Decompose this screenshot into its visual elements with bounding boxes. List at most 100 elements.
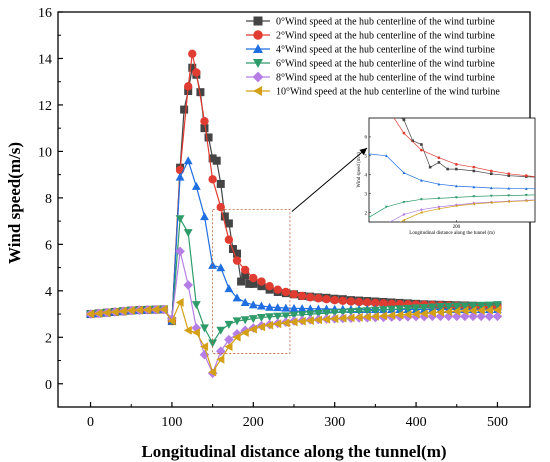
inset-point-5-6: [454, 204, 458, 208]
inset-point-5-10: [524, 199, 528, 203]
series-point-1-15: [200, 117, 209, 126]
series-point-1-18: [224, 235, 234, 244]
series-point-1-27: [297, 291, 307, 301]
series-point-1-36: [371, 298, 380, 308]
legend-label-1: 2°Wind speed at the hub centerline of th…: [276, 31, 495, 42]
series-point-2-15: [208, 260, 218, 269]
series-point-3-42: [427, 303, 437, 312]
series-point-1-22: [257, 277, 266, 286]
series-point-3-41: [419, 303, 429, 312]
series-point-0-20: [212, 156, 221, 165]
series-point-5-12: [183, 325, 192, 335]
series-point-5-29: [322, 315, 331, 324]
series-point-2-17: [224, 284, 234, 293]
series-point-5-41: [419, 309, 428, 318]
zoom-region-box: [212, 209, 291, 354]
series-point-5-9: [159, 305, 168, 314]
legend-item-5: 10°Wind speed at the hub centerline of t…: [246, 86, 500, 98]
series-point-1-17: [216, 202, 225, 212]
series-point-3-38: [395, 305, 405, 314]
series-point-5-8: [151, 305, 160, 315]
series-point-4-45: [451, 311, 462, 322]
inset-point-5-4: [419, 211, 423, 214]
series-point-4-40: [411, 311, 421, 322]
x-tick-label-0: 0: [87, 415, 94, 430]
inset-point-5-9: [507, 200, 510, 204]
inset-point-3-6: [454, 196, 458, 199]
inset-point-3-10: [524, 193, 528, 197]
y-tick-label-7: 14: [38, 52, 52, 67]
y-tick-label-0: 0: [45, 378, 52, 393]
inset-point-0-11: [446, 167, 449, 171]
series-point-0-30: [257, 282, 266, 291]
series-point-3-17: [224, 320, 234, 329]
y-tick-label-1: 2: [45, 331, 52, 346]
series-point-0-23: [224, 219, 233, 228]
y-tick-label-4: 8: [45, 192, 52, 207]
series-point-0-27: [241, 271, 250, 280]
series-point-2-22: [265, 302, 274, 311]
inset-line-4: [389, 199, 535, 222]
series-point-5-14: [200, 342, 209, 351]
series-point-5-35: [370, 311, 379, 321]
inset-x-axis-title: Longitudinal distance along the tunnel (…: [409, 231, 495, 236]
inset-point-2-8: [489, 186, 493, 190]
series-point-3-19: [240, 316, 250, 325]
series-point-5-11: [175, 298, 184, 307]
series-point-3-34: [362, 307, 372, 316]
series-point-5-50: [493, 305, 502, 315]
y-tick-label-3: 6: [45, 238, 52, 253]
series-point-1-23: [265, 281, 274, 291]
series-point-5-49: [484, 305, 493, 315]
inset-point-1-10: [524, 174, 528, 178]
series-point-5-48: [476, 305, 485, 315]
series-point-5-3: [110, 307, 119, 317]
inset-line-1: [393, 118, 535, 178]
series-point-2-16: [216, 263, 226, 272]
series-point-0-22: [220, 212, 229, 221]
inset-line-2: [369, 153, 535, 190]
inset-point-2-10: [524, 187, 528, 190]
series-point-3-23: [273, 312, 283, 321]
inset-point-3-5: [437, 197, 441, 200]
series-point-3-37: [387, 305, 397, 314]
inset-y-tick-label-4: 6: [365, 136, 368, 141]
series-point-2-20: [248, 300, 258, 309]
series-point-4-50: [492, 311, 503, 322]
series-point-3-24: [281, 312, 291, 321]
series-point-1-25: [281, 287, 291, 297]
series-point-3-50: [493, 301, 502, 310]
inset-point-3-4: [419, 198, 423, 201]
series-point-2-19: [240, 298, 250, 307]
series-point-3-20: [248, 315, 258, 324]
series-point-5-10: [167, 316, 176, 326]
y-tick-label-2: 4: [45, 285, 52, 300]
series-point-0-28: [245, 279, 254, 288]
inset-line-0: [400, 118, 535, 178]
series-point-3-11: [175, 215, 185, 224]
inset-y-tick-label-1: 3: [365, 192, 368, 197]
inset-point-1-5: [437, 156, 441, 160]
series-point-1-26: [289, 290, 299, 299]
series-point-3-27: [305, 310, 315, 319]
legend-item-3: 6°Wind speed at the hub centerline of th…: [246, 59, 495, 70]
series-point-0-14: [188, 63, 197, 72]
series-point-5-37: [387, 311, 396, 320]
zoom-arrow-line: [291, 147, 368, 212]
series-point-1-20: [240, 265, 250, 275]
series-point-3-32: [346, 308, 356, 317]
series-point-2-11: [175, 172, 185, 181]
inset-point-0-15: [507, 174, 511, 177]
inset-point-3-2: [385, 205, 388, 209]
series-point-3-40: [411, 304, 421, 313]
legend-item-2: 4°Wind speed at the hub centerline of th…: [246, 44, 495, 56]
inset-point-3-7: [472, 195, 476, 198]
legend-label-4: 8°Wind speed at the hub centerline of th…: [276, 73, 495, 84]
inset-point-2-6: [454, 184, 458, 188]
series-point-3-31: [338, 308, 348, 317]
series-point-2-24: [281, 303, 291, 312]
x-tick-label-2: 200: [243, 415, 264, 430]
series-point-5-15: [208, 367, 217, 377]
